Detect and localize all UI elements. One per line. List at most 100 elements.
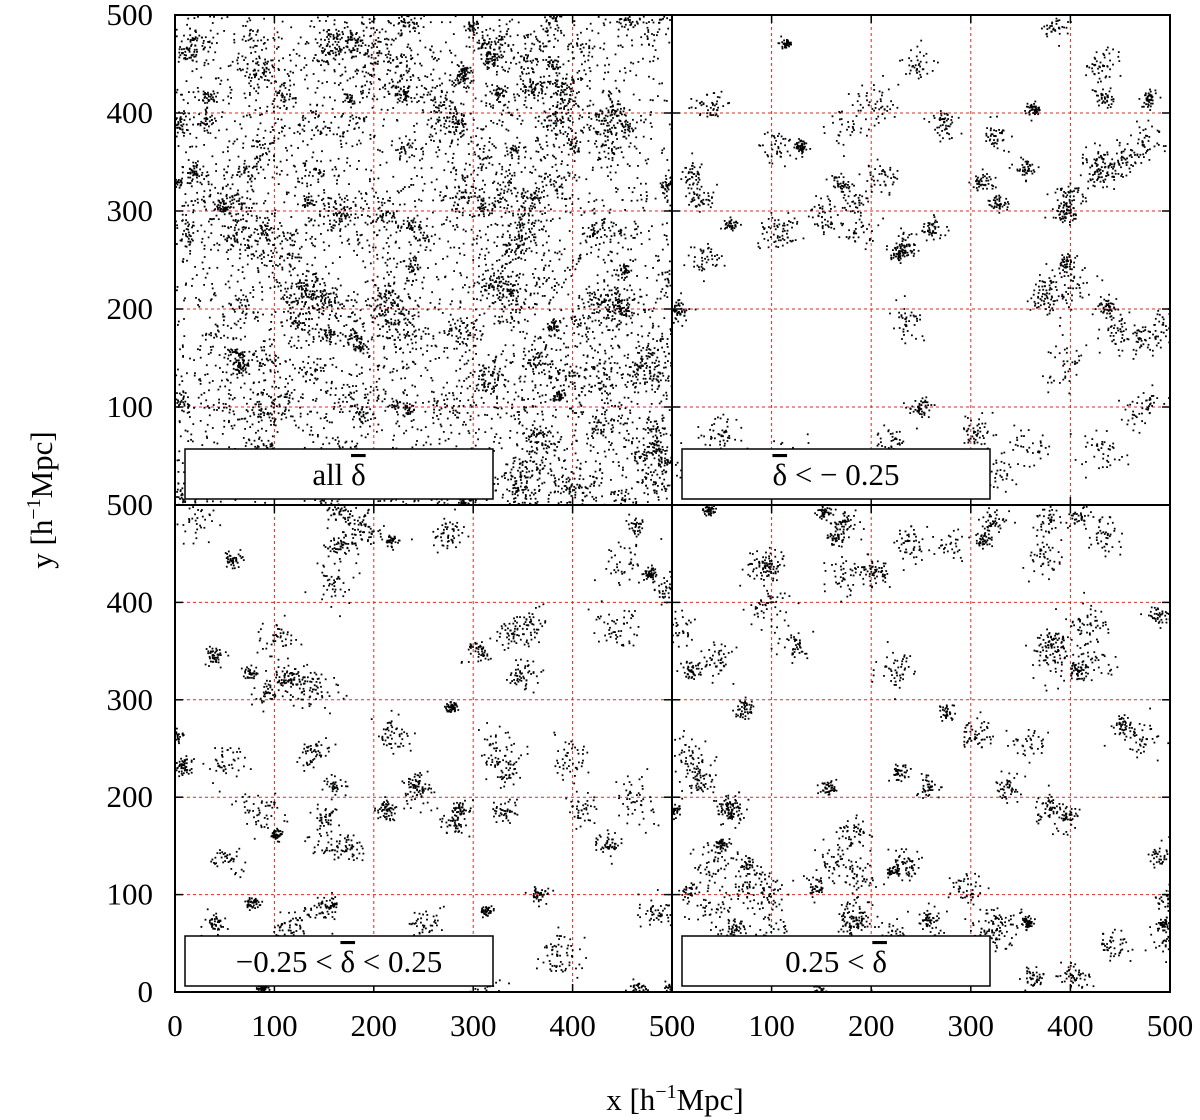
data-point [613, 269, 616, 271]
data-point [252, 253, 255, 256]
data-point [233, 33, 236, 35]
data-point [501, 264, 504, 267]
data-point [601, 222, 604, 225]
data-point [565, 346, 567, 349]
data-point [243, 59, 245, 61]
data-point [531, 405, 534, 407]
data-point [655, 428, 658, 430]
data-point [452, 405, 455, 407]
data-point [459, 132, 462, 134]
data-point [455, 113, 458, 116]
data-point [513, 484, 516, 486]
data-point [231, 60, 234, 63]
data-point [544, 440, 547, 443]
data-point [383, 345, 386, 348]
data-point [516, 117, 519, 120]
data-point [317, 296, 320, 298]
data-point [524, 212, 526, 215]
data-point [294, 297, 297, 300]
data-point [535, 38, 538, 40]
data-point [316, 42, 319, 44]
data-point [548, 249, 550, 252]
data-point [526, 480, 528, 483]
data-point [403, 99, 405, 101]
data-point [369, 21, 371, 24]
data-point [433, 96, 436, 99]
data-point [403, 203, 406, 206]
data-point [243, 365, 246, 367]
data-point [209, 346, 212, 348]
data-point [350, 106, 352, 109]
data-point [520, 205, 523, 207]
data-point [255, 72, 258, 75]
data-point [511, 192, 513, 195]
data-point [255, 215, 258, 217]
data-point [515, 227, 518, 229]
data-point [549, 299, 552, 301]
data-point [556, 176, 559, 178]
data-point [495, 73, 498, 76]
data-point [280, 99, 283, 102]
data-point [243, 92, 246, 95]
data-point [361, 214, 363, 216]
data-point [604, 156, 607, 159]
data-point [323, 300, 326, 303]
data-point [512, 352, 515, 355]
data-point [654, 391, 656, 393]
data-point [364, 300, 367, 302]
data-point [456, 217, 459, 219]
data-point [562, 474, 564, 477]
data-point [419, 226, 422, 229]
data-point [299, 406, 301, 409]
data-point [285, 378, 287, 380]
data-point [369, 368, 371, 371]
data-point [304, 291, 307, 294]
data-point [301, 397, 304, 399]
data-point [555, 17, 558, 19]
data-point [252, 60, 254, 63]
data-point [644, 159, 647, 162]
data-point [397, 22, 400, 25]
data-point [652, 435, 655, 438]
data-point [289, 294, 292, 296]
data-point [417, 251, 420, 253]
data-point [348, 183, 350, 185]
data-point [529, 476, 532, 479]
data-point [320, 389, 322, 391]
data-point [534, 126, 537, 128]
data-point [544, 16, 546, 19]
data-point [366, 203, 368, 206]
data-point [625, 308, 627, 311]
data-point [325, 339, 328, 342]
data-point [335, 54, 338, 56]
data-point [275, 365, 277, 367]
data-point [233, 229, 236, 232]
data-point [448, 125, 451, 128]
data-point [528, 470, 531, 473]
data-point [611, 318, 614, 320]
data-point [560, 163, 563, 165]
data-point [533, 97, 536, 99]
data-point [543, 45, 545, 48]
data-point [260, 253, 263, 256]
data-point [562, 133, 565, 135]
data-point [322, 197, 325, 200]
data-point [239, 356, 241, 359]
data-point [323, 60, 325, 63]
data-point [229, 360, 232, 362]
data-point [598, 299, 601, 301]
data-point [391, 80, 394, 83]
data-point [637, 313, 639, 316]
data-point [636, 363, 638, 366]
data-point [250, 77, 253, 79]
data-point [188, 91, 190, 93]
data-point [479, 330, 482, 332]
data-point [523, 223, 526, 226]
data-point [219, 385, 222, 388]
data-point [447, 438, 450, 440]
data-point [264, 75, 267, 77]
data-point [459, 325, 461, 328]
data-point [366, 80, 368, 83]
data-point [314, 275, 317, 278]
data-point [239, 253, 242, 255]
